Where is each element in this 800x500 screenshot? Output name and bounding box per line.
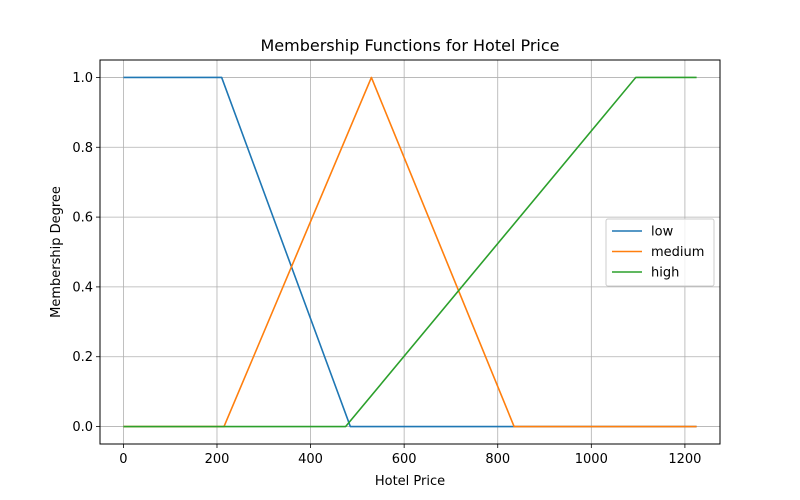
legend-label-high: high	[651, 266, 679, 281]
y-tick-label: 0.6	[72, 211, 93, 226]
legend-label-medium: medium	[651, 245, 704, 260]
x-tick-label: 800	[485, 452, 510, 467]
x-tick-label: 600	[392, 452, 417, 467]
legend-box	[605, 218, 715, 287]
y-tick-label: 0.8	[72, 141, 93, 156]
y-tick-label: 0.2	[72, 350, 93, 365]
y-tick-label: 1.0	[72, 71, 93, 86]
y-tick-label: 0.0	[72, 420, 93, 435]
x-tick-label: 400	[298, 452, 323, 467]
x-tick-label: 200	[205, 452, 230, 467]
x-tick-label: 1000	[575, 452, 608, 467]
series-line-high	[123, 76, 697, 428]
plot-frame	[99, 59, 721, 445]
chart-title: Membership Functions for Hotel Price	[260, 36, 559, 55]
series-layer	[123, 76, 697, 428]
y-tick-label: 0.4	[72, 280, 93, 295]
y-axis: 0.0 0.2 0.4 0.6 0.8 1.0	[72, 71, 100, 435]
x-axis-label: Hotel Price	[375, 474, 445, 489]
x-tick-label: 1200	[668, 452, 701, 467]
y-axis-label: Membership Degree	[49, 186, 64, 318]
x-tick-label: 0	[119, 452, 127, 467]
legend: low medium high	[605, 218, 715, 287]
legend-label-low: low	[651, 225, 674, 240]
x-axis: 0 200 400 600 800 1000 1200	[119, 444, 701, 467]
